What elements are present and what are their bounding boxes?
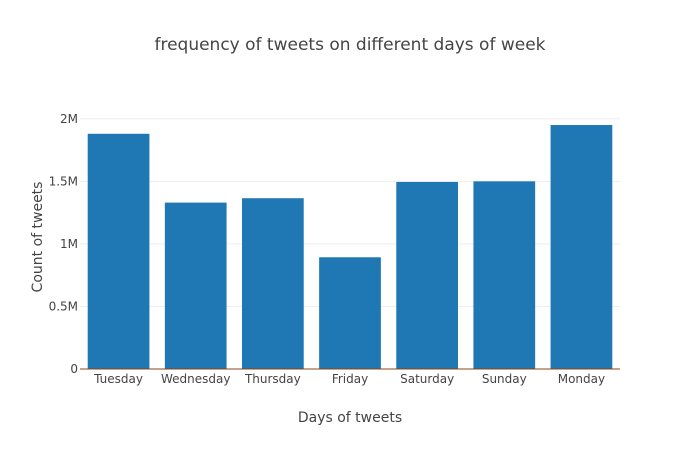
- bars: [87, 125, 613, 369]
- bar-thursday[interactable]: [242, 198, 304, 369]
- y-tick-labels: 0 0.5M 1M 1.5M 2M: [49, 112, 78, 376]
- bar-saturday[interactable]: [396, 181, 458, 369]
- y-tick-label: 2M: [60, 112, 78, 126]
- chart-title: frequency of tweets on different days of…: [154, 35, 545, 55]
- bar-wednesday[interactable]: [164, 202, 227, 369]
- y-tick-label: 0: [70, 362, 78, 376]
- bar-monday[interactable]: [550, 125, 613, 369]
- x-tick-label: Saturday: [400, 372, 454, 386]
- bar-sunday[interactable]: [473, 181, 536, 369]
- y-tick-label: 1.5M: [49, 174, 78, 188]
- y-axis-title: Count of tweets: [30, 182, 46, 293]
- x-axis-title: Days of tweets: [298, 410, 402, 426]
- bar-tuesday[interactable]: [87, 133, 150, 369]
- y-tick-label: 0.5M: [49, 299, 78, 313]
- x-tick-label: Tuesday: [93, 372, 143, 386]
- x-tick-labels: Tuesday Wednesday Thursday Friday Saturday Su…: [93, 372, 605, 386]
- y-tick-label: 1M: [60, 237, 78, 251]
- x-tick-label: Sunday: [482, 372, 527, 386]
- bar-friday[interactable]: [319, 257, 381, 369]
- x-tick-label: Monday: [558, 372, 605, 386]
- x-tick-label: Thursday: [244, 372, 301, 386]
- x-tick-label: Wednesday: [161, 372, 230, 386]
- x-tick-label: Friday: [332, 372, 368, 386]
